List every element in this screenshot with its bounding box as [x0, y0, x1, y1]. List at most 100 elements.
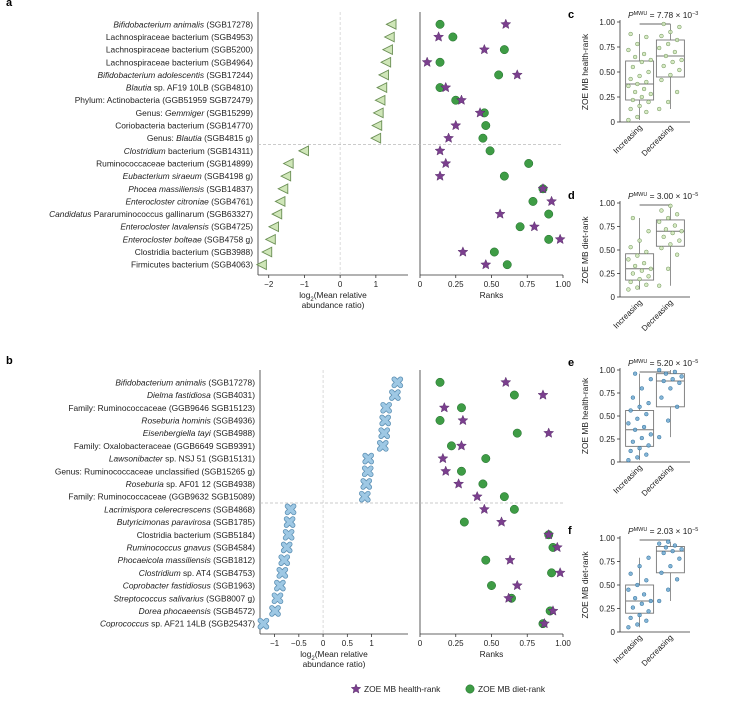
box-data-point [670, 549, 675, 554]
taxon-label-italic: Roseburia [126, 479, 165, 489]
x-marker-fill [362, 466, 373, 477]
taxon-label-text: (SGB15299) [204, 108, 253, 118]
box-data-point [641, 86, 647, 92]
health-rank-star [457, 246, 469, 257]
taxon-label-italic: Blautia [176, 133, 202, 143]
taxon-label-italic: Bifidobacterium animalis [115, 377, 207, 387]
box-data-point [644, 109, 649, 115]
taxon-label: Dorea phocaeensis (SGB4572) [139, 606, 256, 616]
box-tick-label: 1.00 [599, 199, 615, 208]
taxon-label-italic: Dielma fastidiosa [147, 390, 211, 400]
box-data-point [677, 556, 682, 561]
box-data-point [674, 252, 680, 257]
health-rank-star [457, 414, 469, 426]
box-tick-label: 0.75 [599, 223, 615, 232]
diet-rank-point [457, 466, 466, 476]
box-data-point [626, 83, 631, 89]
health-rank-star [480, 258, 492, 270]
taxon-label: Lachnospiraceae bacterium (SGB5200) [106, 45, 253, 55]
box-data-point [661, 63, 666, 69]
box-data-point [628, 76, 633, 82]
taxon-label-text: (SGB4988) [211, 428, 255, 438]
box-data-point [668, 564, 673, 569]
health-rank-star [554, 233, 566, 244]
x-marker-fill [274, 580, 285, 591]
box-data-point [628, 106, 633, 112]
taxon-label-text: Lachnospiraceae bacterium (SGB4964) [106, 57, 253, 67]
fold-change-triangle [371, 119, 383, 132]
taxon-label-text: Clostridia bacterium (SGB3988) [135, 247, 253, 257]
diet-rank-point [502, 260, 512, 270]
taxon-label: Bifidobacterium adolescentis (SGB17244) [98, 70, 254, 80]
box-category-label: Increasing [612, 123, 644, 155]
diet-rank-point [487, 581, 496, 590]
health-rank-star [440, 81, 452, 93]
box-data-point [637, 612, 642, 618]
taxon-label-text: Family: Oxalobacteraceae (GGB6649 SGB939… [74, 441, 255, 451]
fold-change-x-marker [379, 414, 391, 427]
p-value-mwu: MWU [634, 11, 648, 17]
box-data-point [641, 51, 647, 57]
box-data-point [639, 386, 644, 391]
box-data-point [677, 380, 682, 386]
fold-change-triangle [380, 56, 392, 68]
health-rank-star [551, 541, 563, 553]
box-data-point [628, 31, 633, 37]
box-data-point [663, 227, 669, 232]
x-marker-fill [359, 491, 370, 502]
fold-change-x-marker [282, 528, 295, 541]
taxon-label: Genus: Gemmiger (SGB15299) [136, 108, 254, 118]
box-data-point [626, 47, 631, 53]
taxon-label: Family: Oxalobacteraceae (GGB6649 SGB939… [74, 441, 255, 451]
box-data-point [626, 587, 631, 592]
taxon-label: Phocea massiliensis (SGB14837) [128, 184, 253, 194]
health-rank-star [440, 465, 452, 476]
box-data-point [646, 609, 651, 614]
box-data-point [641, 592, 647, 597]
p-value-eq: = 2.03 × 10 [647, 526, 692, 536]
box-data-point [628, 408, 633, 413]
box-data-point [648, 598, 653, 604]
fold-change-x-marker [276, 567, 289, 579]
box-data-point [632, 596, 638, 601]
taxon-label-text: sp. AF01 12 (SGB4938) [164, 479, 255, 489]
box-data-point [639, 435, 644, 441]
fold-change-triangle [277, 183, 289, 195]
box-data-point [672, 369, 678, 374]
iqr-box [655, 546, 685, 574]
health-rank-star [421, 56, 433, 67]
health-rank-star [474, 107, 486, 118]
panel-label-a: a [6, 0, 13, 9]
p-value-eq: = 5.20 × 10 [647, 358, 692, 368]
box-data-point [663, 53, 669, 59]
box-tick-label: 0 [611, 293, 616, 302]
fc-tick-label: 1 [374, 280, 379, 289]
diet-rank-point [447, 441, 456, 451]
diet-rank-point [457, 403, 466, 413]
box-data-point [644, 282, 649, 287]
box-data-point [672, 543, 678, 548]
box-data-point [657, 367, 662, 373]
fold-change-x-marker [269, 605, 281, 617]
taxon-label-text: (SGB8007 g) [204, 593, 255, 603]
diet-rank-point [524, 159, 534, 168]
legend-health-label: ZOE MB health-rank [364, 684, 441, 694]
box-data-point [632, 427, 638, 432]
box-tick-label: 0.50 [599, 68, 615, 77]
p-value-eq: = 7.78 × 10 [647, 10, 692, 20]
taxon-label-italic: Clostridium [124, 146, 166, 156]
iqr-box [655, 373, 685, 408]
taxon-label: Streptococcus salivarius (SGB8007 g) [113, 593, 255, 603]
taxon-label-text: (SGB14837) [204, 184, 253, 194]
box-data-point [635, 114, 640, 120]
fold-change-triangle [381, 44, 393, 56]
box-data-point [628, 279, 633, 285]
box-data-point [626, 117, 631, 123]
taxon-label-text: Family: Ruminococcaceae (GGB9632 SGB1508… [68, 492, 255, 502]
box-data-point [679, 547, 684, 552]
taxon-label-text: Lachnospiraceae bacterium (SGB5200) [106, 45, 253, 55]
box-axis-title: ZOE MB diet-rank [580, 551, 590, 619]
taxon-label-text: sp. NSJ 51 (SGB15131) [163, 454, 255, 464]
taxon-label: Ruminococcaceae bacterium (SGB14899) [96, 158, 253, 168]
